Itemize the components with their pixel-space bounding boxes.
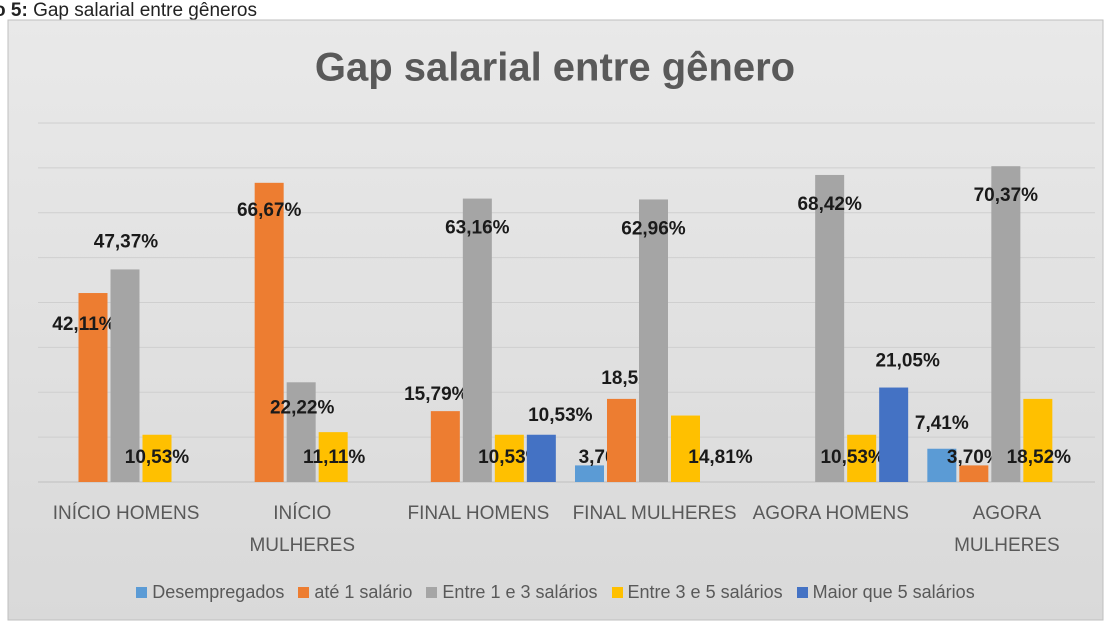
caption-text: Gap salarial entre gêneros xyxy=(33,0,257,21)
data-label: 68,42% xyxy=(797,194,862,215)
legend-item: até 1 salário xyxy=(298,582,412,603)
bar xyxy=(110,269,140,482)
legend-item: Desempregados xyxy=(136,582,284,603)
bar xyxy=(959,465,989,482)
bar xyxy=(991,166,1021,482)
legend-label: Desempregados xyxy=(152,582,285,602)
bar xyxy=(879,387,909,482)
chart-title: Gap salarial entre gênero xyxy=(315,46,795,90)
bar xyxy=(494,434,524,482)
legend-swatch xyxy=(426,587,438,598)
data-label: 47,37% xyxy=(94,231,159,252)
legend-item: Entre 3 e 5 salários xyxy=(611,582,783,603)
bar xyxy=(254,182,284,483)
x-tick-label: INÍCIO MULHERES xyxy=(249,503,356,556)
chart-frame xyxy=(7,19,1104,621)
data-label: 14,81% xyxy=(688,447,753,468)
bar xyxy=(815,174,845,482)
legend-label: até 1 salário xyxy=(314,582,413,602)
bar xyxy=(847,434,877,482)
x-tick-label: AGORA MULHERES xyxy=(954,503,1060,556)
legend-swatch xyxy=(796,587,808,598)
legend-label: Maior que 5 salários xyxy=(812,582,975,602)
x-tick-label: INÍCIO HOMENS xyxy=(52,503,200,524)
bar xyxy=(575,465,604,482)
legend-swatch xyxy=(611,587,623,598)
bar xyxy=(142,434,172,482)
data-label: 10,53% xyxy=(478,447,543,468)
bar xyxy=(78,293,108,482)
legend: Desempregados até 1 salário Entre 1 e 3 sa… xyxy=(8,582,1103,603)
bar xyxy=(318,432,348,482)
legend-swatch xyxy=(298,587,310,598)
legend-item: Maior que 5 salários xyxy=(796,582,975,603)
caption-label: o 5: xyxy=(0,0,28,21)
data-label: 70,37% xyxy=(974,185,1039,206)
bar xyxy=(286,382,316,482)
data-label: 10,53% xyxy=(125,447,190,468)
bar xyxy=(430,411,460,482)
legend-label: Entre 1 e 3 salários xyxy=(442,582,598,602)
data-label: 66,67% xyxy=(237,200,302,221)
x-tick-label: FINAL HOMENS xyxy=(407,503,550,524)
x-tick-label: FINAL MULHERES xyxy=(572,503,737,524)
legend-label: Entre 3 e 5 salários xyxy=(627,582,783,602)
data-label: 18,52% xyxy=(1007,447,1072,468)
legend-swatch xyxy=(136,587,148,598)
bar xyxy=(607,398,636,482)
data-label: 63,16% xyxy=(445,218,510,239)
data-label: 10,53% xyxy=(820,447,885,468)
data-label: 11,11% xyxy=(303,447,365,468)
data-label: 10,53% xyxy=(528,405,593,426)
bar xyxy=(526,434,556,482)
bar xyxy=(671,415,700,482)
legend-item: Entre 1 e 3 salários xyxy=(426,582,598,603)
bar xyxy=(462,198,492,482)
data-label: 15,79% xyxy=(404,384,469,405)
x-tick-label: AGORA HOMENS xyxy=(752,503,909,524)
data-label: 42,11% xyxy=(52,314,115,335)
data-label: 3,70% xyxy=(947,447,1001,468)
bar xyxy=(1023,398,1053,482)
caption: o 5: Gap salarial entre gêneros xyxy=(0,0,257,22)
data-label: 7,41% xyxy=(915,413,969,434)
data-label: 21,05% xyxy=(875,351,940,372)
bar xyxy=(639,199,668,483)
data-label: 62,96% xyxy=(621,218,686,239)
data-label: 22,22% xyxy=(270,397,335,418)
bar xyxy=(927,448,957,482)
